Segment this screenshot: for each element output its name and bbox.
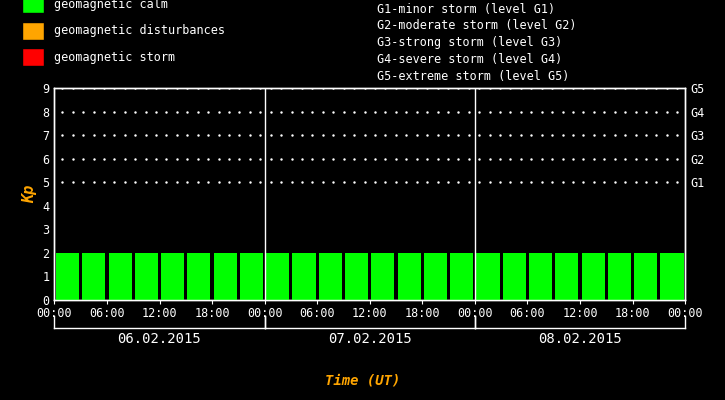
FancyBboxPatch shape: [22, 48, 44, 66]
Bar: [214, 253, 237, 300]
Bar: [187, 253, 210, 300]
Bar: [56, 253, 79, 300]
Bar: [82, 253, 105, 300]
Bar: [608, 253, 631, 300]
Text: Time (UT): Time (UT): [325, 374, 400, 388]
Bar: [555, 253, 579, 300]
Bar: [634, 253, 658, 300]
Bar: [529, 253, 552, 300]
Bar: [319, 253, 342, 300]
Y-axis label: Kp: Kp: [22, 185, 37, 203]
Text: 07.02.2015: 07.02.2015: [328, 332, 412, 346]
Bar: [450, 253, 473, 300]
Text: G3-strong storm (level G3): G3-strong storm (level G3): [377, 36, 563, 49]
Bar: [292, 253, 315, 300]
Bar: [109, 253, 132, 300]
FancyBboxPatch shape: [22, 22, 44, 40]
Text: G2-moderate storm (level G2): G2-moderate storm (level G2): [377, 19, 576, 32]
Bar: [476, 253, 500, 300]
FancyBboxPatch shape: [22, 0, 44, 13]
Bar: [660, 253, 684, 300]
Text: geomagnetic storm: geomagnetic storm: [54, 51, 175, 64]
Bar: [502, 253, 526, 300]
Text: G4-severe storm (level G4): G4-severe storm (level G4): [377, 53, 563, 66]
Text: G1-minor storm (level G1): G1-minor storm (level G1): [377, 3, 555, 16]
Bar: [266, 253, 289, 300]
Bar: [345, 253, 368, 300]
Text: geomagnetic calm: geomagnetic calm: [54, 0, 168, 11]
Bar: [135, 253, 158, 300]
Text: G5-extreme storm (level G5): G5-extreme storm (level G5): [377, 70, 569, 82]
Bar: [581, 253, 605, 300]
Text: geomagnetic disturbances: geomagnetic disturbances: [54, 24, 225, 37]
Bar: [397, 253, 420, 300]
Bar: [161, 253, 184, 300]
Bar: [240, 253, 263, 300]
Bar: [424, 253, 447, 300]
Text: 06.02.2015: 06.02.2015: [117, 332, 202, 346]
Text: 08.02.2015: 08.02.2015: [538, 332, 622, 346]
Bar: [371, 253, 394, 300]
